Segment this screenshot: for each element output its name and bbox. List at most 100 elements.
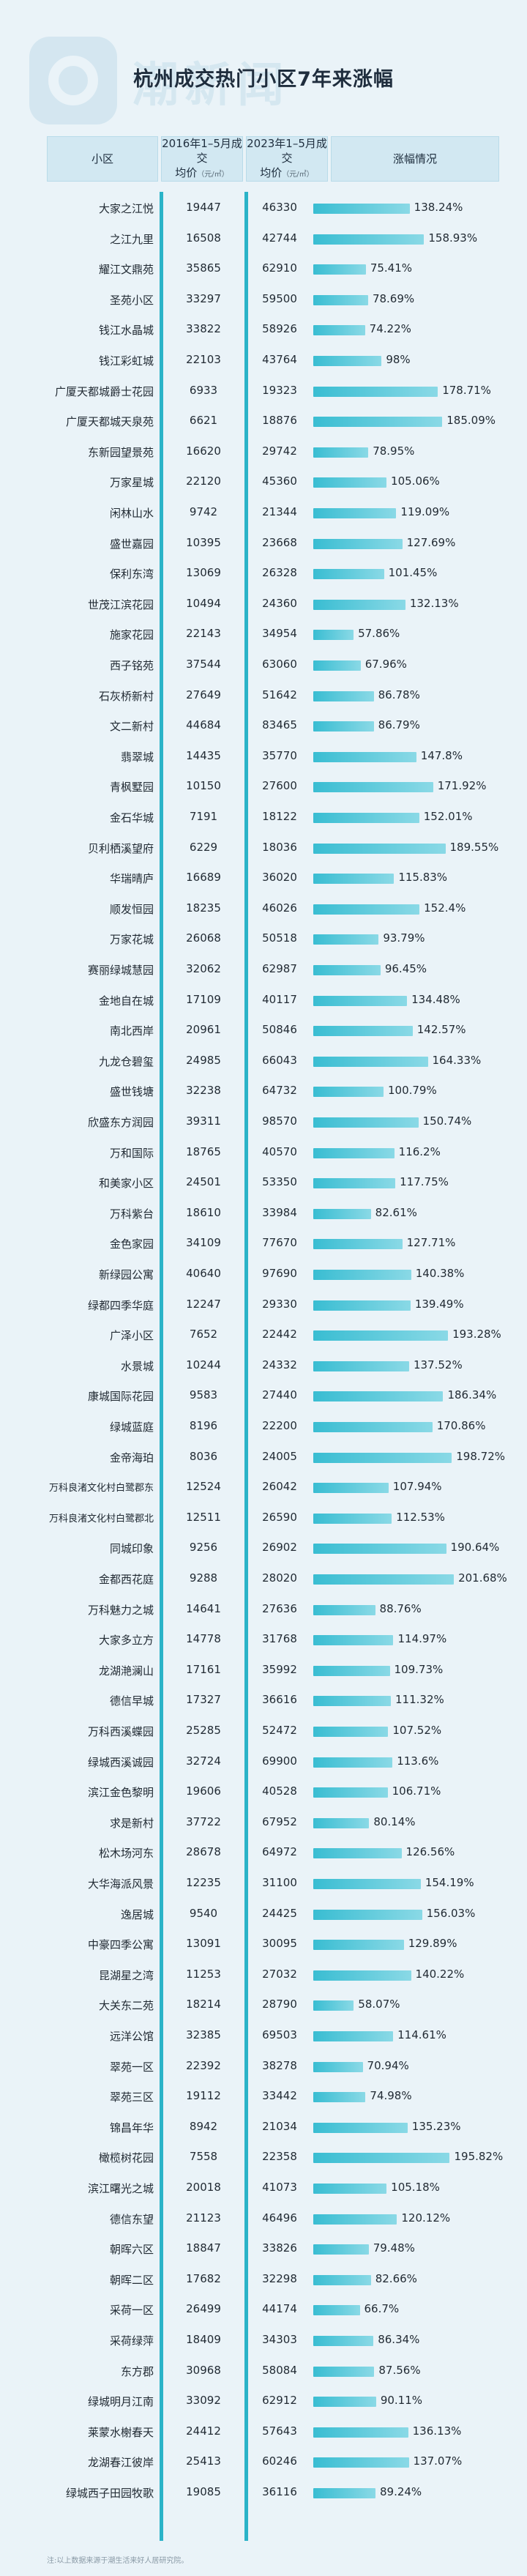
row-price-2016: 19112 [186,2089,221,2103]
row-price-2023: 52472 [262,1724,297,1737]
row-price-2023: 27600 [262,779,297,793]
header-2016: 2016年1–5月成交 均价（元/㎡） [161,136,243,182]
row-name: 德信东望 [109,2212,154,2226]
row-name: 新绿园公寓 [98,1268,154,1281]
row-change-bar [313,294,368,305]
row-change-bar [313,1727,389,1737]
row-change-bar [313,2184,387,2194]
row-price-2016: 27649 [186,688,221,701]
row-change-label: 86.78% [378,688,420,701]
row-price-2023: 77670 [262,1236,297,1250]
row-change-label: 58.07% [358,1998,400,2011]
row-price-2016: 18765 [186,1144,221,1158]
row-change-bar [313,2061,363,2072]
row-name: 大关东二苑 [98,1999,154,2013]
row-change-label: 96.45% [384,962,427,975]
row-change-label: 80.14% [373,1814,416,1828]
row-price-2023: 18036 [262,840,297,854]
row-price-2023: 36020 [262,871,297,885]
watermark-text: 潮新闻 [132,59,290,113]
row-price-2016: 28678 [186,1845,221,1859]
row-name: 金地自在城 [98,994,154,1008]
row-name: 闲林山水 [109,507,154,520]
row-price-2016: 12524 [186,1480,221,1494]
row-change-label: 74.22% [369,322,411,336]
row-change-label: 57.86% [358,627,400,641]
row-change-label: 105.06% [391,474,440,488]
column-divider-2 [244,192,248,2541]
row-change-bar [313,325,365,336]
row-price-2016: 37544 [186,658,221,671]
row-price-2016: 19606 [186,1784,221,1798]
row-change-label: 113.6% [397,1754,439,1768]
header-name-label: 小区 [91,152,113,165]
row-price-2016: 25285 [186,1724,221,1737]
row-change-bar [313,1056,428,1067]
row-change-bar [313,1360,409,1371]
row-name: 万家花城 [109,933,154,947]
row-price-2023: 42744 [262,231,297,245]
row-name: 莱蒙水榭春天 [87,2425,154,2439]
row-price-2016: 18235 [186,901,221,915]
row-change-label: 70.94% [367,2058,409,2072]
row-change-bar [313,751,416,762]
row-name: 万和国际 [109,1146,154,1160]
row-change-bar [313,1940,404,1951]
row-change-label: 185.09% [446,414,496,428]
row-price-2016: 22103 [186,353,221,366]
header-2023-price: 均价 [260,165,283,179]
row-name: 西子铭苑 [109,659,154,672]
row-price-2016: 16689 [186,871,221,885]
row-price-2023: 62987 [262,962,297,975]
row-price-2016: 33092 [186,2394,221,2408]
row-change-bar [313,965,381,975]
row-price-2016: 19447 [186,201,221,214]
row-change-label: 126.56% [405,1845,455,1859]
row-name: 万家星城 [109,476,154,490]
row-change-label: 111.32% [395,1693,444,1707]
row-price-2023: 35770 [262,748,297,762]
row-change-label: 201.68% [458,1571,507,1585]
row-name: 钱江水晶城 [98,324,154,338]
row-price-2016: 19085 [186,2485,221,2498]
row-change-label: 178.71% [442,383,491,397]
row-change-label: 101.45% [388,566,438,580]
row-price-2023: 40117 [262,992,297,1006]
row-price-2023: 24360 [262,596,297,610]
row-change-label: 135.23% [411,2119,461,2133]
row-name: 青枫墅园 [109,781,154,794]
row-change-bar [313,630,354,641]
row-name: 绿都四季华庭 [87,1298,154,1312]
row-price-2023: 46330 [262,201,297,214]
row-change-bar [313,2336,374,2346]
header-change-label: 涨幅情况 [392,152,437,165]
row-change-label: 170.86% [436,1419,486,1432]
row-price-2016: 14435 [186,748,221,762]
row-change-label: 193.28% [452,1328,501,1341]
row-change-label: 66.7% [364,2302,400,2316]
row-change-label: 78.95% [373,444,415,458]
row-change-bar [313,1513,392,1524]
row-price-2023: 51642 [262,688,297,701]
row-change-label: 129.89% [408,1937,457,1951]
row-change-bar [313,2092,366,2103]
row-price-2023: 32298 [262,2271,297,2285]
row-change-bar [313,1270,411,1280]
row-price-2016: 16620 [186,444,221,458]
row-price-2023: 26042 [262,1480,297,1494]
row-change-label: 115.83% [398,871,448,885]
row-change-bar [313,1178,396,1189]
row-price-2016: 32062 [186,962,221,975]
row-name: 逸居城 [120,1907,154,1921]
row-name: 金石华城 [109,811,154,824]
row-price-2023: 34954 [262,627,297,641]
row-name: 南北西岸 [109,1024,154,1038]
row-change-bar [313,1696,392,1707]
row-change-label: 78.69% [372,291,415,305]
row-price-2016: 18610 [186,1205,221,1219]
row-name: 滨江曙光之城 [87,2182,154,2195]
row-change-label: 140.22% [415,1967,465,1981]
row-price-2023: 69900 [262,1754,297,1768]
row-name: 钱江彩虹城 [98,354,154,368]
row-change-label: 107.52% [392,1724,442,1737]
